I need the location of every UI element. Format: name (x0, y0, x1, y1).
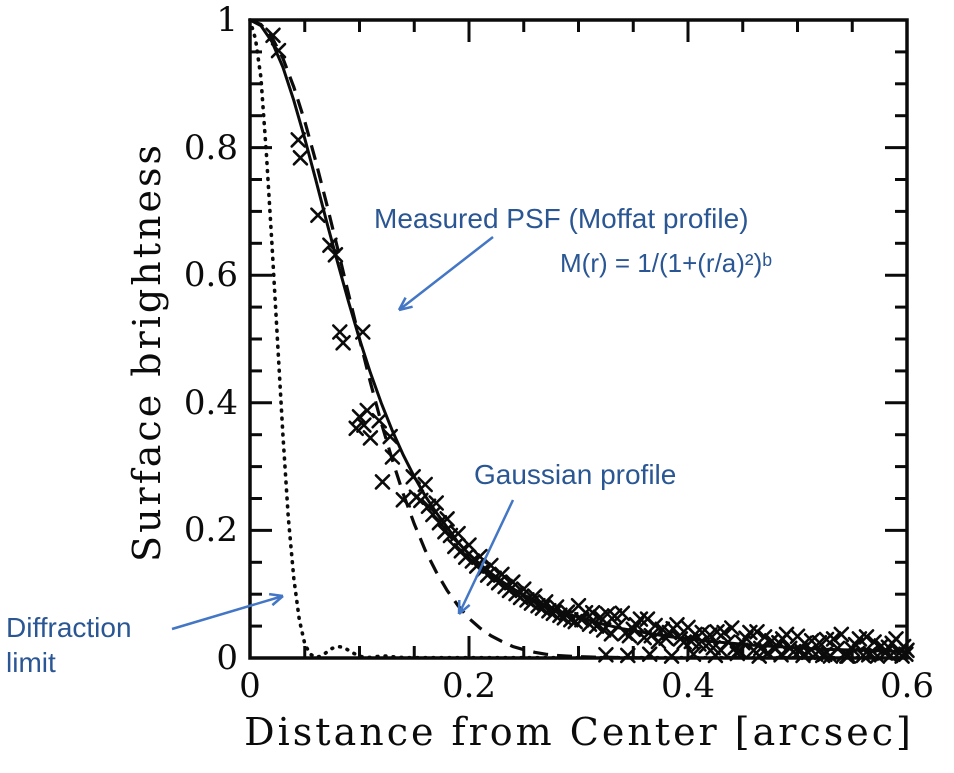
y-axis-title: Surface brightness (125, 142, 169, 562)
y-tick-label: 0 (216, 638, 238, 678)
curve-dashed (249, 18, 645, 660)
annotation-moffat-formula: M(r) = 1/(1+(r/a)²)ᵇ (560, 248, 773, 278)
x-tick-label: 0.2 (441, 666, 497, 706)
y-tick-label: 0.6 (183, 255, 238, 296)
x-tick-label: 0 (239, 666, 261, 706)
scatter-markers (265, 27, 915, 664)
gaussian-arrow (457, 499, 515, 615)
y-tick-label: 0.4 (183, 382, 238, 423)
annotation-moffat-label: Measured PSF (Moffat profile) (374, 203, 749, 234)
moffat-arrow (397, 236, 494, 312)
x-tick-label: 0.6 (879, 666, 935, 706)
y-tick-label: 1 (216, 0, 238, 40)
annotation-diffraction-label: Diffraction limit (6, 612, 132, 678)
axis-ticks (248, 18, 909, 660)
diffraction-arrow (171, 592, 284, 631)
y-tick-label: 0.2 (183, 510, 238, 551)
x-tick-label: 0.4 (660, 666, 716, 706)
annotation-gaussian-label: Gaussian profile (474, 459, 677, 490)
curve-dotted (248, 18, 909, 660)
x-axis-title: Distance from Center [arcsec] (244, 710, 914, 754)
y-tick-label: 0.8 (183, 127, 238, 168)
